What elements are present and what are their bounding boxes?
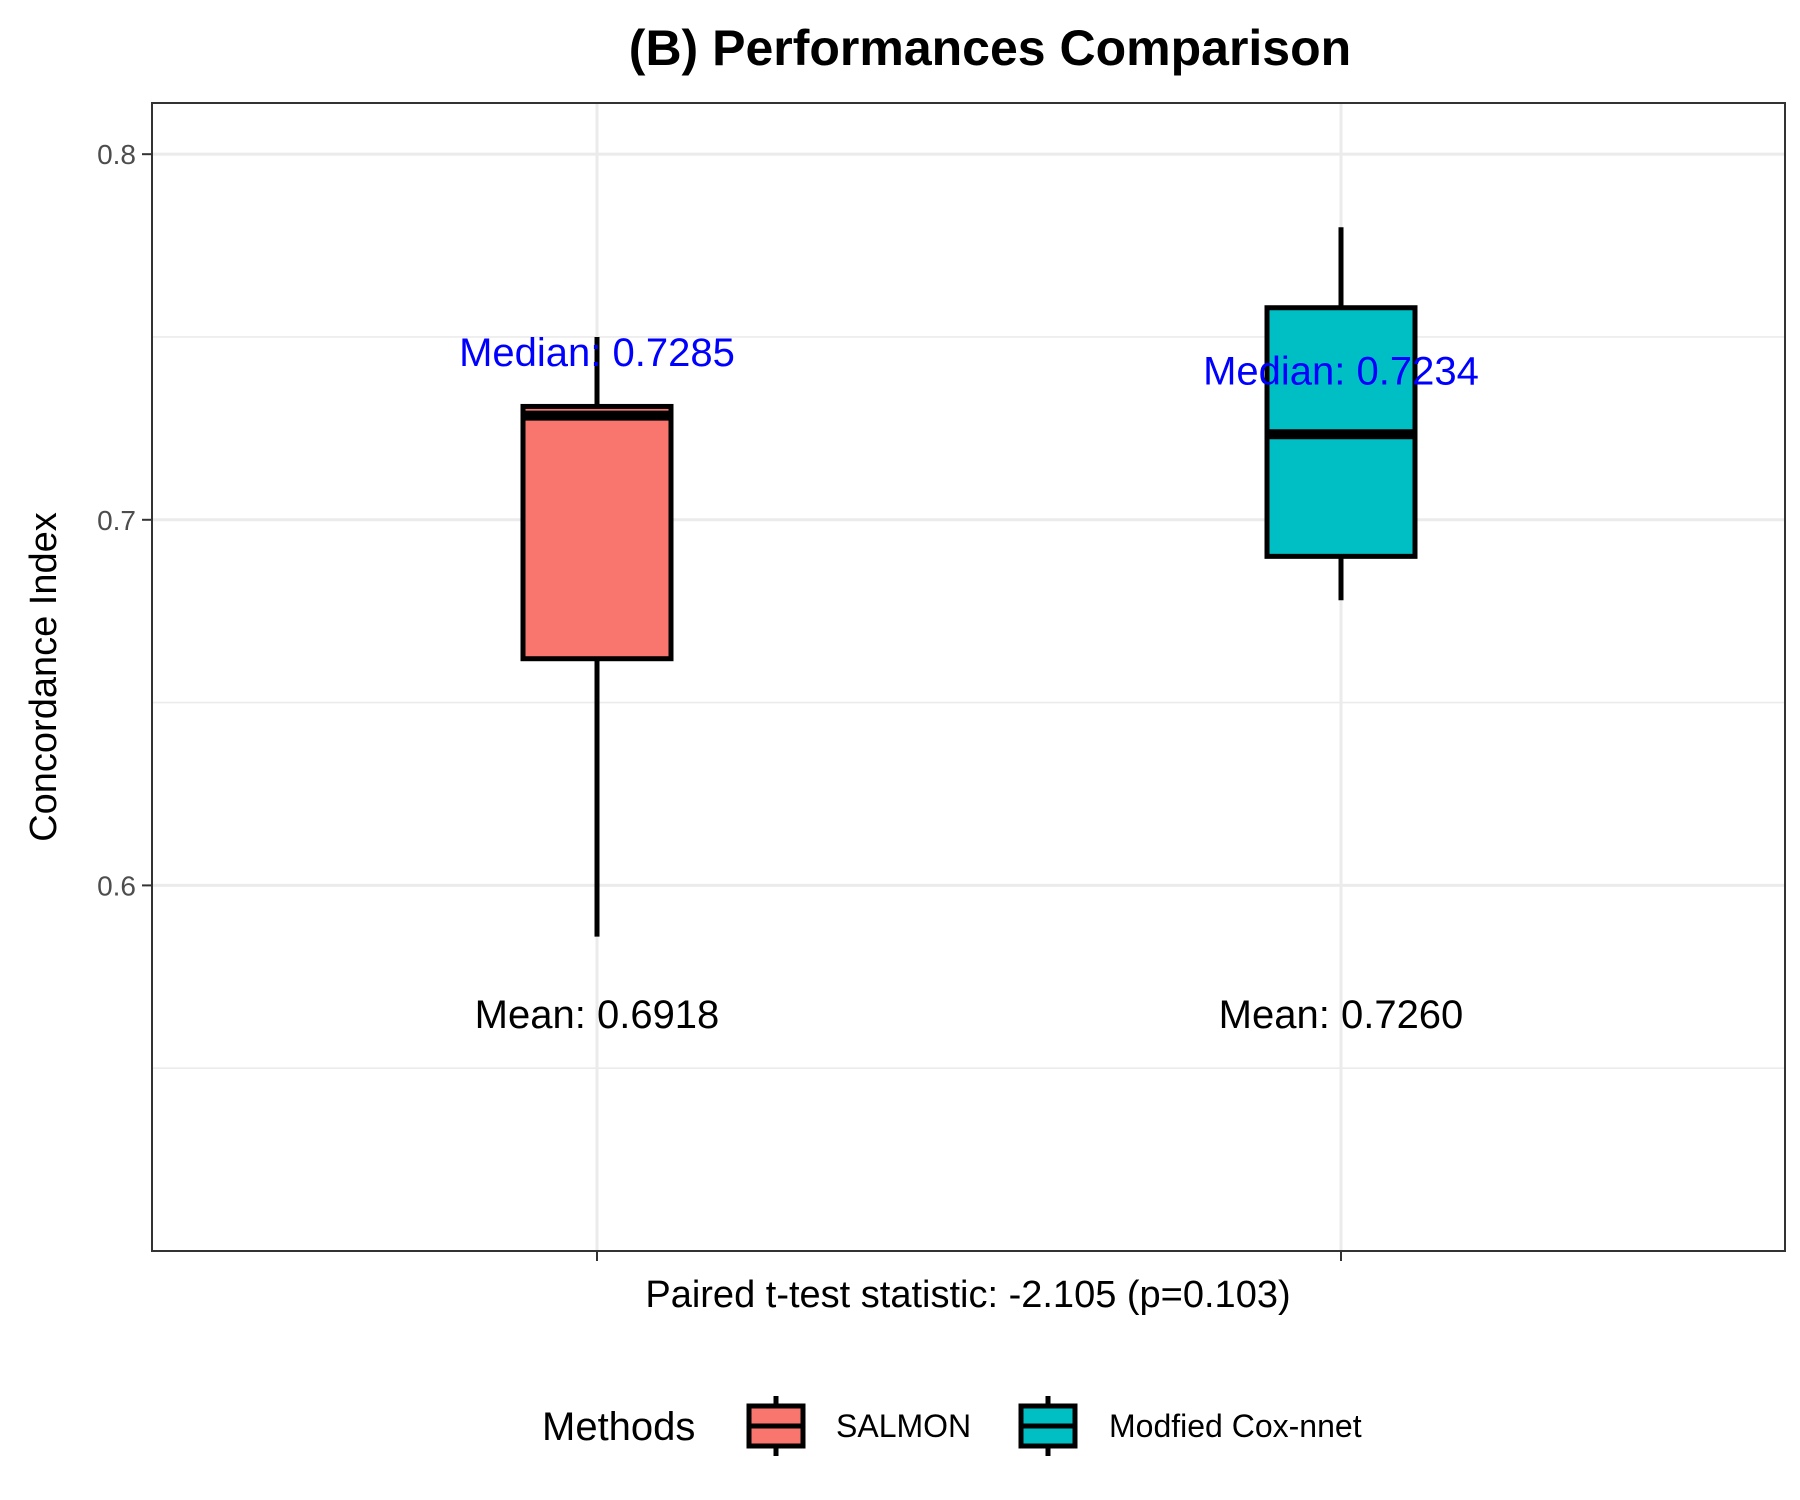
legend-title: Methods [542, 1405, 695, 1449]
x-axis-title: Paired t-test statistic: -2.105 (p=0.103… [645, 1274, 1290, 1316]
chart-title: (B) Performances Comparison [629, 20, 1351, 76]
annotation-layer: Median: 0.7285 Mean: 0.6918 Median: 0.7234… [459, 331, 1479, 1037]
x-axis [596, 1251, 1342, 1261]
y-axis-title: Concordance Index [23, 512, 65, 842]
box-modfied-cox-nnet [1264, 227, 1418, 601]
y-tick-label: 0.6 [97, 870, 136, 901]
box-body [520, 403, 674, 662]
legend-key [746, 1396, 806, 1456]
median-label: Median: 0.7285 [459, 331, 735, 375]
median-label: Median: 0.7234 [1203, 350, 1479, 394]
box-layer [520, 227, 1418, 937]
mean-label: Mean: 0.6918 [475, 993, 720, 1037]
legend-label: Modfied Cox-nnet [1109, 1408, 1362, 1444]
plot-panel-border [151, 102, 1786, 1252]
mean-label: Mean: 0.7260 [1219, 993, 1464, 1037]
box-salmon [520, 336, 674, 937]
grid-lines [152, 103, 1785, 1251]
y-tick-label: 0.7 [97, 505, 136, 536]
legend-key [1018, 1396, 1078, 1456]
y-axis: 0.6 0.7 0.8 [97, 139, 152, 901]
legend: Methods SALMON Modfied Cox-nnet [542, 1396, 1362, 1456]
y-tick-label: 0.8 [97, 139, 136, 170]
legend-label: SALMON [836, 1408, 971, 1444]
